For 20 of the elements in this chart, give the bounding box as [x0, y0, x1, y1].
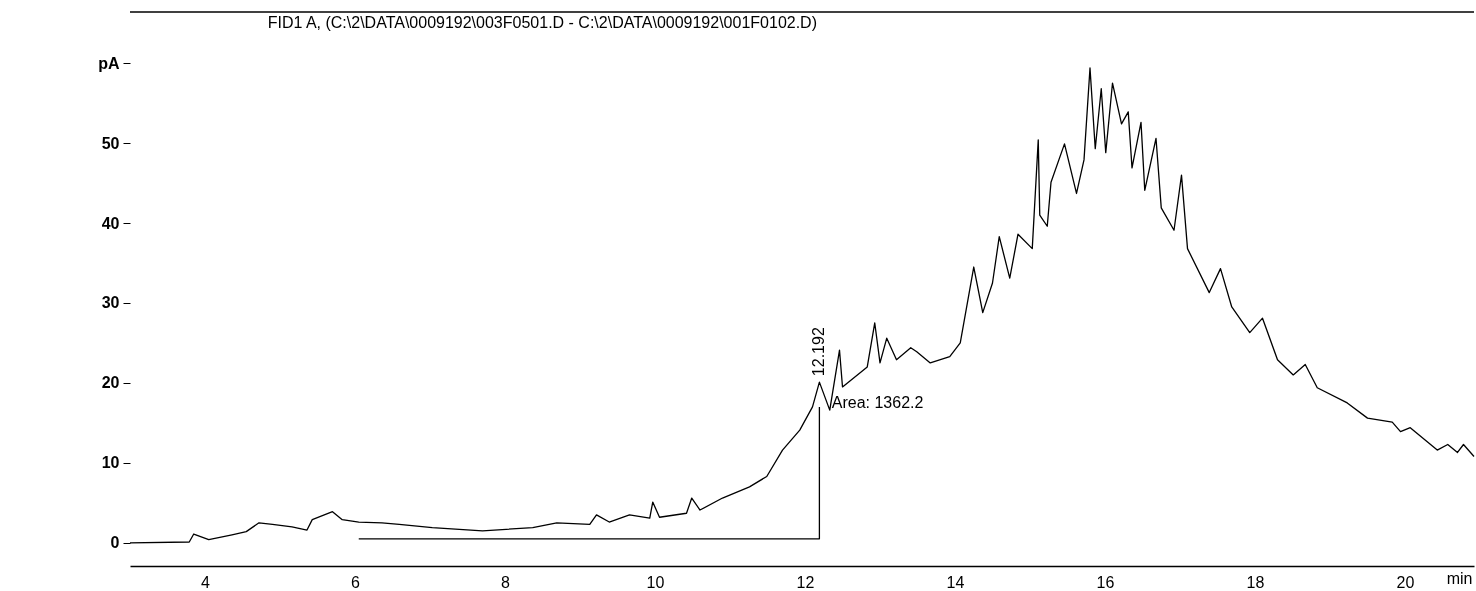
x-tick-label: 14 — [946, 573, 965, 591]
y-tick-label: 30 — [101, 294, 120, 312]
y-tick-label: 40 — [101, 214, 120, 232]
annotation: 12.192 — [810, 327, 828, 377]
x-tick-label: 8 — [501, 573, 511, 591]
x-tick-label: 10 — [646, 573, 665, 591]
x-tick-label: 4 — [201, 573, 211, 591]
x-tick-label: 6 — [351, 573, 361, 591]
y-tick-label: 50 — [101, 134, 120, 152]
x-tick-label: 18 — [1246, 573, 1265, 591]
x-tick-label: 20 — [1396, 573, 1415, 591]
x-tick-label: 16 — [1096, 573, 1115, 591]
y-tick-label: 20 — [101, 374, 120, 392]
y-tick-label: pA — [98, 54, 120, 72]
annotation: Area: 1362.2 — [831, 393, 924, 411]
y-tick-label: 0 — [110, 534, 120, 552]
chart-title: FID1 A, (C:\2\DATA\0009192\003F0501.D - C:\2\DATA\0009192\001F0102.D) — [267, 14, 817, 32]
y-tick-label: 10 — [101, 454, 120, 472]
x-axis-title: min — [1446, 569, 1473, 587]
x-tick-label: 12 — [796, 573, 815, 591]
